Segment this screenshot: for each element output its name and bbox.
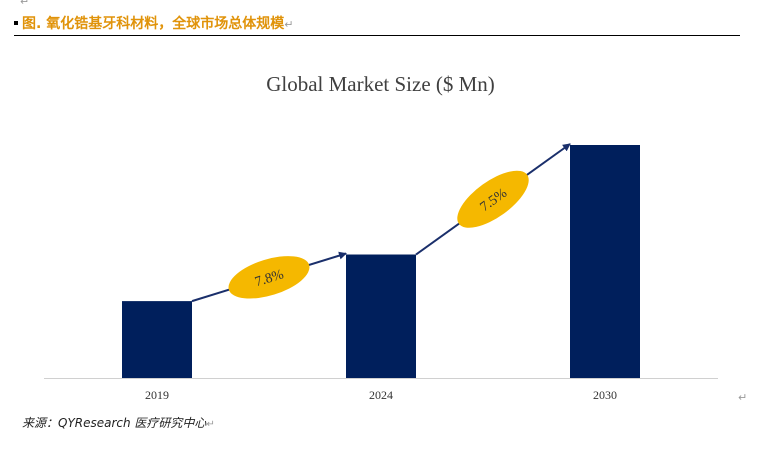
bar-2024 [346, 254, 416, 378]
figure-title-text: 图. 氧化锆基牙科材料，全球市场总体规模 [22, 16, 285, 32]
bullet-icon [14, 20, 18, 25]
bar-2030 [570, 145, 640, 378]
chart-container: Global Market Size ($ Mn) 2019 2024 2030 7.… [0, 50, 761, 420]
figure-title: 图. 氧化锆基牙科材料，全球市场总体规模↵ [14, 13, 740, 36]
cagr-badge-2: 7.5% [457, 170, 529, 228]
source-note: 来源：QYResearch 医疗研究中心↵ [22, 414, 215, 431]
paragraph-return-mark: ↵ [206, 419, 215, 430]
source-text: 来源：QYResearch 医疗研究中心 [22, 416, 207, 430]
cagr-ellipse [228, 256, 310, 299]
paragraph-return-mark: ↵ [738, 391, 748, 404]
paragraph-return-mark: ↵ [284, 18, 294, 31]
cagr-ellipse [457, 170, 529, 228]
x-tick-label-2019: 2019 [145, 388, 169, 402]
cagr-badge-1: 7.8% [228, 256, 310, 299]
x-tick-label-2024: 2024 [369, 388, 393, 402]
bar-2019 [122, 301, 192, 378]
paragraph-return-mark: ↵ [20, 0, 30, 8]
chart-title: Global Market Size ($ Mn) [266, 72, 495, 96]
x-tick-label-2030: 2030 [593, 388, 617, 402]
bar-chart: 2019 2024 2030 7.8% 7.5% [44, 143, 718, 402]
